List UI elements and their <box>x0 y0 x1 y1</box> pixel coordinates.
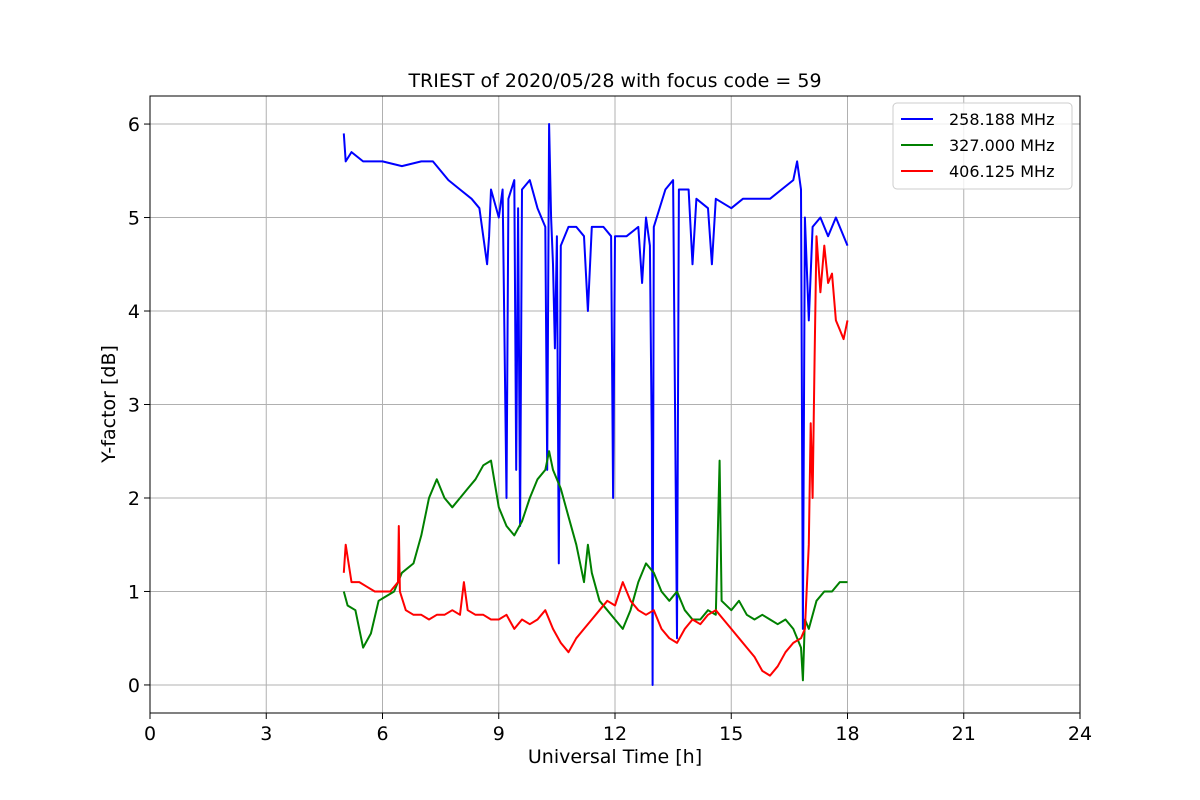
legend-label-3: 406.125 MHz <box>949 162 1054 181</box>
x-tick-label: 21 <box>952 723 976 745</box>
x-tick-label: 12 <box>603 723 627 745</box>
y-tick-label: 1 <box>128 581 140 603</box>
legend-label-2: 327.000 MHz <box>949 136 1054 155</box>
series-layer <box>342 123 849 686</box>
chart-title: TRIEST of 2020/05/28 with focus code = 5… <box>407 70 821 92</box>
y-tick-label: 5 <box>128 208 140 230</box>
series-line-3 <box>342 235 849 677</box>
legend: 258.188 MHz 327.000 MHz 406.125 MHz <box>892 102 1073 190</box>
x-axis-label: Universal Time [h] <box>528 746 702 768</box>
x-tick-label: 9 <box>493 723 505 745</box>
x-tick-label: 24 <box>1068 723 1092 745</box>
series-line-2 <box>342 450 848 682</box>
x-tick-label: 0 <box>144 723 156 745</box>
x-tick-label: 18 <box>835 723 859 745</box>
y-tick-label: 2 <box>128 488 140 510</box>
x-tick-label: 15 <box>719 723 743 745</box>
x-tick-label: 3 <box>260 723 272 745</box>
series-line-1 <box>342 123 849 686</box>
y-tick-label: 6 <box>128 114 140 136</box>
y-tick-label: 3 <box>128 395 140 417</box>
legend-box <box>892 102 1073 190</box>
x-tick-label: 6 <box>376 723 388 745</box>
y-axis: 0 1 2 3 4 5 6 <box>128 114 150 697</box>
x-axis: 0 3 6 9 12 15 18 21 24 <box>144 713 1092 745</box>
y-tick-label: 0 <box>128 675 140 697</box>
y-axis-label: Y-factor [dB] <box>98 345 120 464</box>
legend-label-1: 258.188 MHz <box>949 110 1054 129</box>
y-tick-label: 4 <box>128 301 140 323</box>
